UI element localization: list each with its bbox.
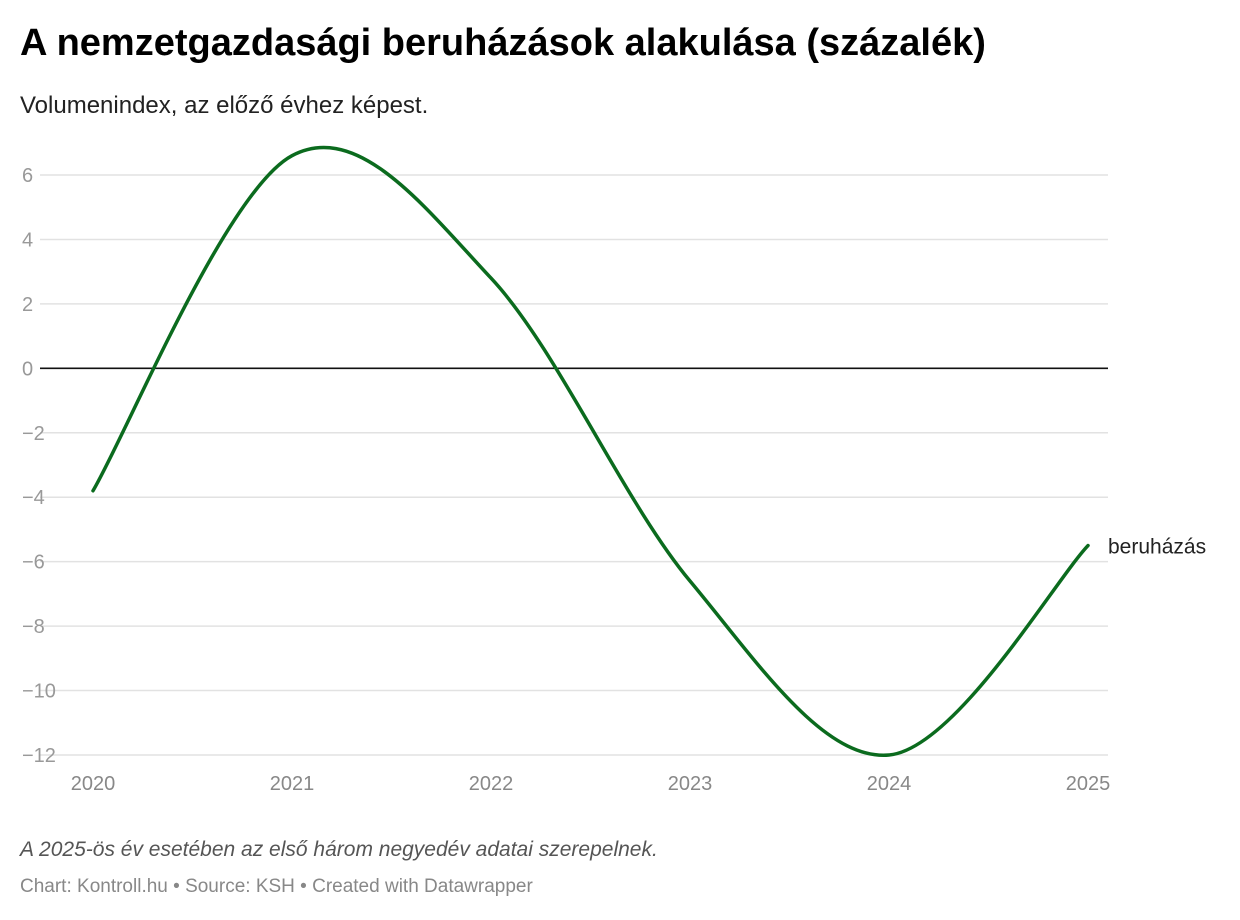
y-tick-label: −6: [22, 552, 45, 574]
y-tick-label: 2: [22, 294, 33, 316]
x-tick-label: 2023: [668, 773, 713, 795]
x-tick-label: 2021: [270, 773, 315, 795]
chart-footer: Chart: Kontroll.hu • Source: KSH • Creat…: [20, 876, 533, 897]
x-tick-label: 2025: [1066, 773, 1111, 795]
y-tick-label: −10: [22, 681, 56, 703]
y-tick-label: −2: [22, 423, 45, 445]
y-tick-label: 0: [22, 358, 33, 380]
x-tick-label: 2024: [867, 773, 912, 795]
line-chart: 6 4 2 0 −2 −4 −6 −8 −10 −12 2020 2021 2022 2023 2024 20…: [22, 145, 1206, 795]
chart-note: A 2025-ös év esetében az első három negy…: [20, 838, 658, 861]
y-tick-label: −12: [22, 745, 56, 767]
chart-title: A nemzetgazdasági beruházások alakulása …: [20, 22, 986, 64]
x-tick-label: 2020: [71, 773, 116, 795]
y-tick-label: 4: [22, 229, 33, 251]
y-tick-label: −8: [22, 616, 45, 638]
chart-subtitle: Volumenindex, az előző évhez képest.: [20, 92, 429, 119]
series-line-beruházás: [91, 145, 1090, 757]
y-tick-label: 6: [22, 165, 33, 187]
y-tick-label: −4: [22, 487, 45, 509]
series-label: beruházás: [1108, 536, 1206, 559]
x-tick-label: 2022: [469, 773, 514, 795]
